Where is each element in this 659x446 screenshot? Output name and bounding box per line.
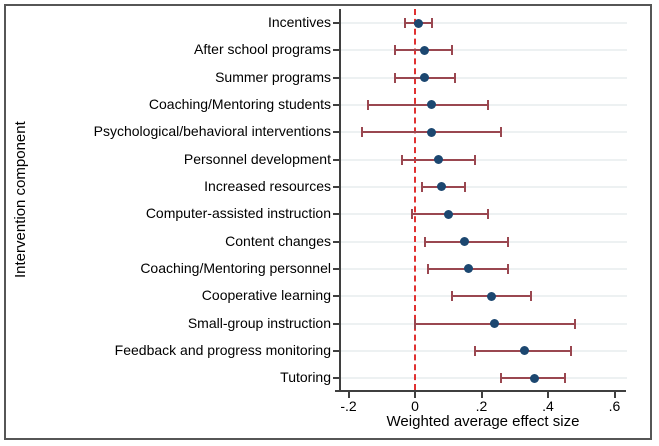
data-point-marker <box>437 182 447 192</box>
category-label: Cooperative learning <box>201 287 331 304</box>
data-point-marker <box>490 319 500 329</box>
y-axis-tick <box>333 103 339 106</box>
category-label: Content changes <box>225 232 331 249</box>
y-axis-tick <box>333 322 339 325</box>
category-gridline <box>339 49 627 52</box>
confidence-interval-cap-high <box>473 154 476 165</box>
confidence-interval-cap-low <box>410 209 413 220</box>
category-label: Coaching/Mentoring personnel <box>140 259 331 276</box>
confidence-interval-cap-low <box>360 127 363 138</box>
data-point-marker <box>420 73 430 83</box>
confidence-interval-cap-low <box>367 99 370 110</box>
y-axis-tick <box>333 22 339 24</box>
confidence-interval-cap-low <box>427 263 430 274</box>
confidence-interval-cap-high <box>500 127 503 138</box>
confidence-interval-cap-high <box>487 209 490 220</box>
data-point-marker <box>427 100 437 110</box>
confidence-interval-cap-low <box>400 154 403 165</box>
x-axis-tick <box>414 392 416 398</box>
confidence-interval-cap-low <box>420 181 423 192</box>
y-axis-tick <box>333 131 339 134</box>
data-point-marker <box>420 45 430 55</box>
y-axis-tick <box>333 213 339 216</box>
category-label: After school programs <box>194 41 331 58</box>
category-gridline <box>339 76 627 79</box>
x-axis-line <box>335 390 626 392</box>
x-tick-label: 0 <box>411 398 419 414</box>
confidence-interval-cap-high <box>487 99 490 110</box>
category-label: Personnel development <box>183 150 331 167</box>
zero-reference-line <box>414 9 416 390</box>
y-axis-tick <box>333 240 339 243</box>
category-gridline <box>339 377 627 380</box>
confidence-interval-cap-high <box>507 236 510 247</box>
y-axis-line <box>339 9 341 392</box>
category-label: Coaching/Mentoring students <box>148 95 331 112</box>
confidence-interval-cap-high <box>463 181 466 192</box>
confidence-interval-cap-low <box>394 45 397 56</box>
x-tick-label: -.2 <box>340 398 357 414</box>
data-point-marker <box>413 18 423 28</box>
y-axis-tick <box>333 158 339 161</box>
confidence-interval-cap-low <box>450 291 453 302</box>
confidence-interval-cap-high <box>563 373 566 384</box>
confidence-interval-cap-low <box>423 236 426 247</box>
confidence-interval-cap-low <box>404 18 407 28</box>
confidence-interval-cap-low <box>500 373 503 384</box>
y-axis-tick <box>333 185 339 188</box>
category-label: Feedback and progress monitoring <box>114 341 331 358</box>
confidence-interval-cap-low <box>394 72 397 83</box>
confidence-interval-cap-high <box>430 18 433 28</box>
data-point-marker <box>520 346 530 356</box>
confidence-interval-cap-high <box>453 72 456 83</box>
y-axis-title: Intervention component <box>12 121 29 278</box>
data-point-marker <box>486 291 496 301</box>
x-tick-label: .6 <box>608 398 621 414</box>
x-axis-tick <box>480 392 483 398</box>
data-point-marker <box>530 373 540 383</box>
y-axis-tick <box>333 295 339 298</box>
confidence-interval-cap-high <box>530 291 533 302</box>
y-axis-tick <box>333 76 339 79</box>
data-point-marker <box>460 237 470 247</box>
x-tick-label: .2 <box>475 398 488 414</box>
category-label: Computer-assisted instruction <box>145 205 331 222</box>
data-point-marker <box>443 209 453 219</box>
x-axis-tick <box>347 392 350 398</box>
category-label: Small-group instruction <box>187 314 331 331</box>
confidence-interval-cap-low <box>414 318 416 329</box>
confidence-interval-cap-high <box>573 318 576 329</box>
x-axis-title: Weighted average effect size <box>386 413 580 430</box>
category-gridline <box>339 22 627 24</box>
category-gridline <box>339 185 627 188</box>
data-point-marker <box>427 127 437 137</box>
category-label: Tutoring <box>280 369 331 386</box>
x-tick-label: .4 <box>542 398 554 414</box>
y-axis-tick <box>333 49 339 52</box>
category-label: Incentives <box>267 14 331 30</box>
y-axis-tick <box>333 349 339 352</box>
y-axis-tick <box>333 267 339 270</box>
y-axis-tick <box>333 377 339 380</box>
confidence-interval-cap-low <box>473 345 476 356</box>
category-label: Summer programs <box>215 68 331 85</box>
data-point-marker <box>433 155 443 165</box>
confidence-interval-cap-high <box>570 345 573 356</box>
category-label: Psychological/behavioral interventions <box>93 123 331 140</box>
data-point-marker <box>463 264 473 274</box>
confidence-interval-cap-high <box>450 45 453 56</box>
category-gridline <box>339 158 627 161</box>
category-label: Increased resources <box>204 177 331 194</box>
x-axis-tick <box>547 392 549 398</box>
confidence-interval-cap-high <box>507 263 510 274</box>
x-axis-tick <box>613 392 616 398</box>
